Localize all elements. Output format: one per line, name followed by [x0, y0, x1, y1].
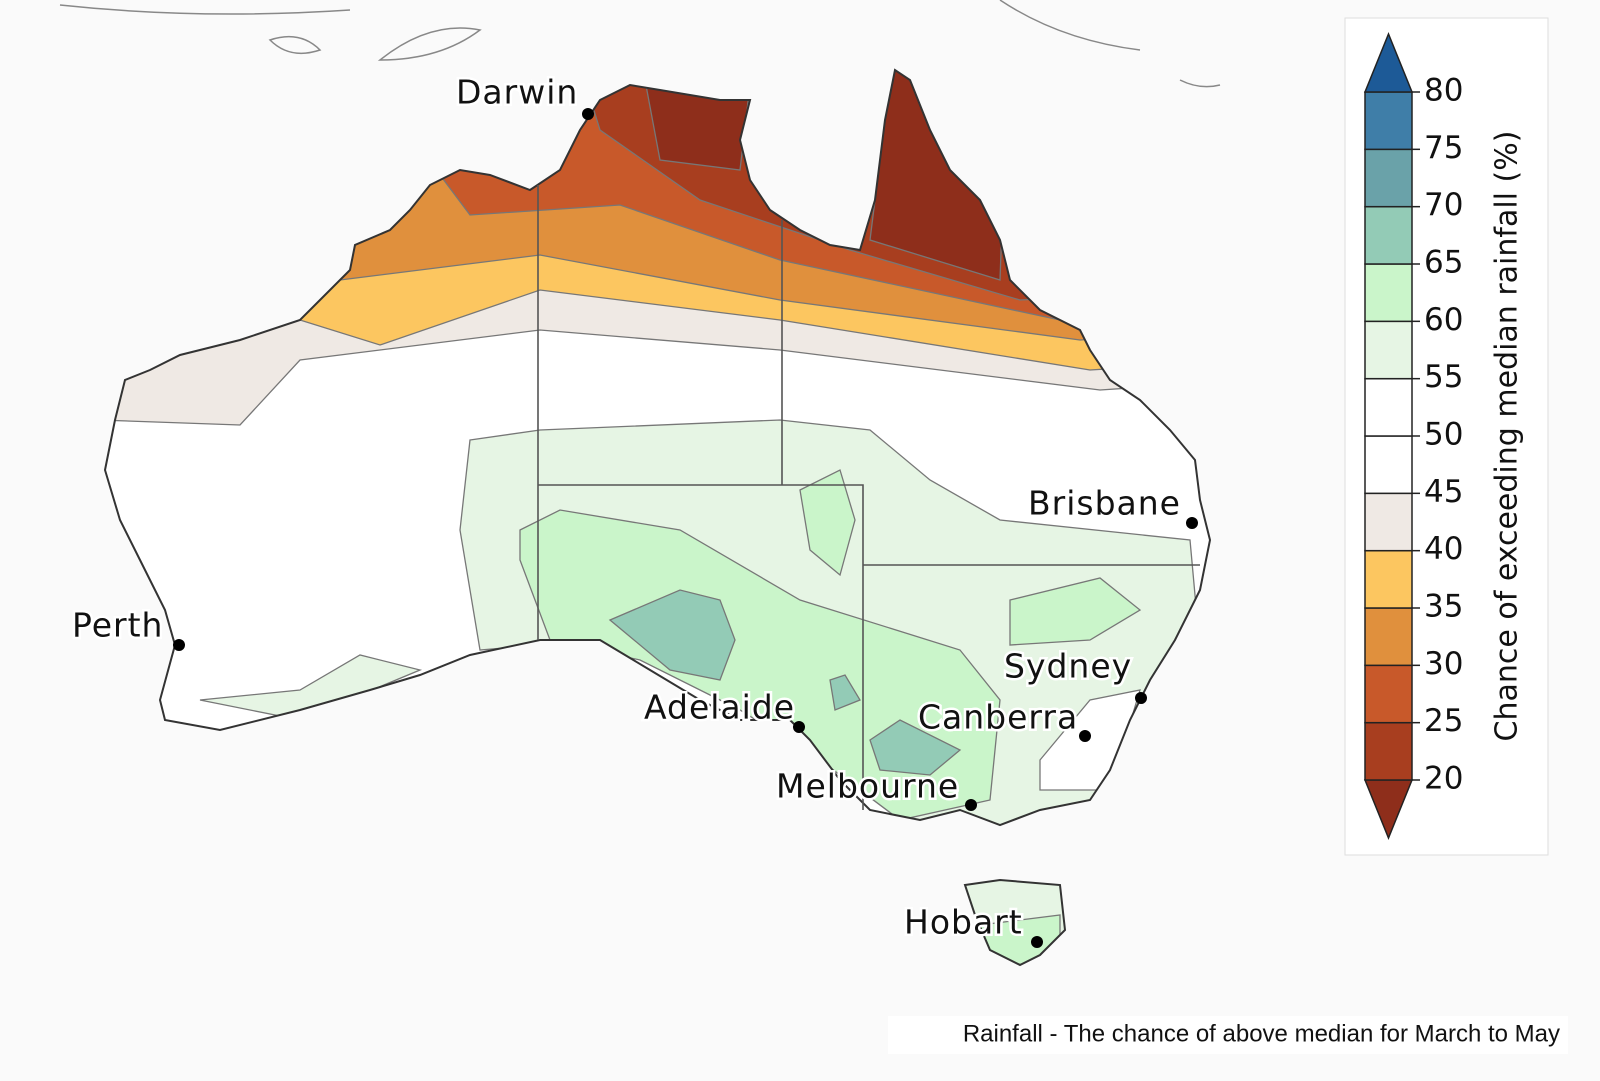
colorbar-band [1364, 205, 1413, 265]
colorbar-tick-label: 60 [1424, 302, 1463, 338]
city-dot [965, 799, 977, 811]
colorbar-tick-label: 80 [1424, 73, 1463, 109]
colorbar-tick-label: 50 [1424, 417, 1463, 453]
colorbar-tick-label: 70 [1424, 187, 1463, 223]
coastline [104, 69, 1211, 967]
state-borders [537, 185, 1200, 810]
city-label: Melbourne [776, 767, 959, 806]
colorbar-tick-label: 65 [1424, 245, 1463, 281]
colorbar-band [1364, 549, 1413, 609]
colorbar-band [1364, 377, 1413, 437]
colorbar-tick-label: 30 [1424, 646, 1463, 682]
city-labels: Darwin Brisbane Perth Sydney Adelaide Canberr… [70, 70, 1198, 948]
city-dot [173, 639, 185, 651]
colorbar-tick-label: 20 [1424, 761, 1463, 797]
city-label: Canberra [918, 698, 1078, 737]
colorbar-band [1364, 263, 1413, 323]
colorbar-high-extension [1363, 32, 1414, 93]
colorbar-band [1364, 148, 1413, 208]
city-dot [793, 721, 805, 733]
city-dot [1135, 692, 1147, 704]
colorbar-tick-label: 45 [1424, 474, 1463, 510]
city-label: Darwin [456, 73, 578, 112]
city-label: Perth [72, 606, 163, 645]
colorbar-tick-label: 55 [1424, 359, 1463, 395]
colorbar-tick-label: 40 [1424, 531, 1463, 567]
colorbar-band [1364, 492, 1413, 552]
caption: Rainfall - The chance of above median fo… [963, 1020, 1560, 1047]
legend: 20 25 30 35 40 45 50 55 60 65 70 75 80 Chance of exc… [1344, 17, 1549, 856]
city-dot [1186, 517, 1198, 529]
colorbar-tick-label: 25 [1424, 703, 1463, 739]
legend-title: Chance of exceeding median rainfall (%) [1490, 131, 1525, 742]
caption-box [888, 1016, 1568, 1054]
city-dot [582, 108, 594, 120]
colorbar-band [1364, 320, 1413, 380]
surrounding-coastlines [59, 0, 1221, 88]
rainfall-zone [608, 589, 962, 776]
city-label: Sydney [1004, 647, 1132, 686]
colorbar-tick-label: 75 [1424, 130, 1463, 166]
colorbar-band [1364, 435, 1413, 495]
city-label: Adelaide [644, 688, 795, 727]
city-dot [1079, 730, 1091, 742]
colorbar-band [1364, 607, 1413, 667]
city-label: Brisbane [1028, 484, 1181, 523]
colorbar-band [1364, 664, 1413, 724]
colorbar-tick-label: 35 [1424, 589, 1463, 625]
city-label: Hobart [904, 903, 1023, 942]
colorbar: 20 25 30 35 40 45 50 55 60 65 70 75 80 [1363, 32, 1463, 840]
city-dot [1031, 936, 1043, 948]
colorbar-band [1364, 721, 1413, 781]
colorbar-band [1364, 91, 1413, 151]
